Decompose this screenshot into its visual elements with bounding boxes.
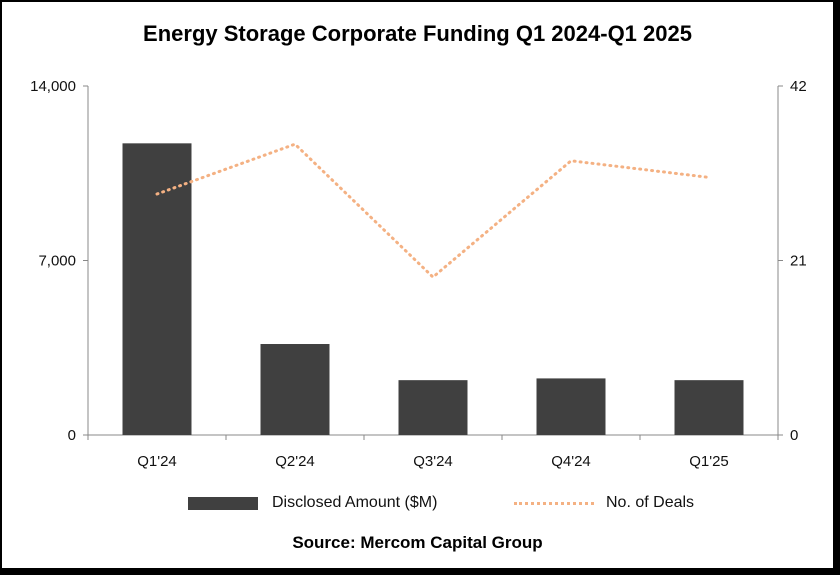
bar-disclosed-amount: [398, 380, 468, 435]
chart-plot: 0 7,000 14,000 0 21 42 Q1'24 Q2'24 Q3'24 Q4'24 Q1'…: [30, 78, 807, 470]
chart-frame: Energy Storage Corporate Funding Q1 2024…: [2, 2, 833, 568]
legend-label-amount: Disclosed Amount ($M): [272, 494, 438, 511]
x-tick-label: Q3'24: [413, 453, 453, 470]
legend: Disclosed Amount ($M) No. of Deals: [2, 489, 833, 517]
bar-disclosed-amount: [260, 344, 330, 435]
bar-disclosed-amount: [536, 378, 606, 435]
x-tick-label: Q2'24: [275, 453, 315, 470]
y-right-tick-label: 42: [790, 78, 807, 95]
x-tick-label: Q4'24: [551, 453, 591, 470]
y-right-tick-label: 0: [790, 427, 798, 444]
bar-disclosed-amount: [674, 380, 744, 435]
legend-label-deals: No. of Deals: [606, 494, 695, 511]
legend-swatch-bar: [188, 496, 258, 510]
y-left-tick-label: 0: [68, 427, 76, 444]
line-no-of-deals: [155, 142, 711, 280]
legend-item-deals: No. of Deals: [514, 489, 694, 517]
y-left-tick-label: 14,000: [30, 78, 76, 95]
bar-disclosed-amount: [122, 143, 192, 436]
legend-swatch-line: [514, 501, 594, 505]
chart-title: Energy Storage Corporate Funding Q1 2024…: [143, 21, 692, 46]
y-left-tick-label: 7,000: [38, 253, 76, 270]
y-right-tick-label: 21: [790, 253, 807, 270]
x-tick-label: Q1'24: [137, 453, 177, 470]
source-note: Source: Mercom Capital Group: [292, 533, 543, 552]
x-tick-label: Q1'25: [689, 453, 729, 470]
legend-item-amount: Disclosed Amount ($M): [188, 489, 437, 517]
